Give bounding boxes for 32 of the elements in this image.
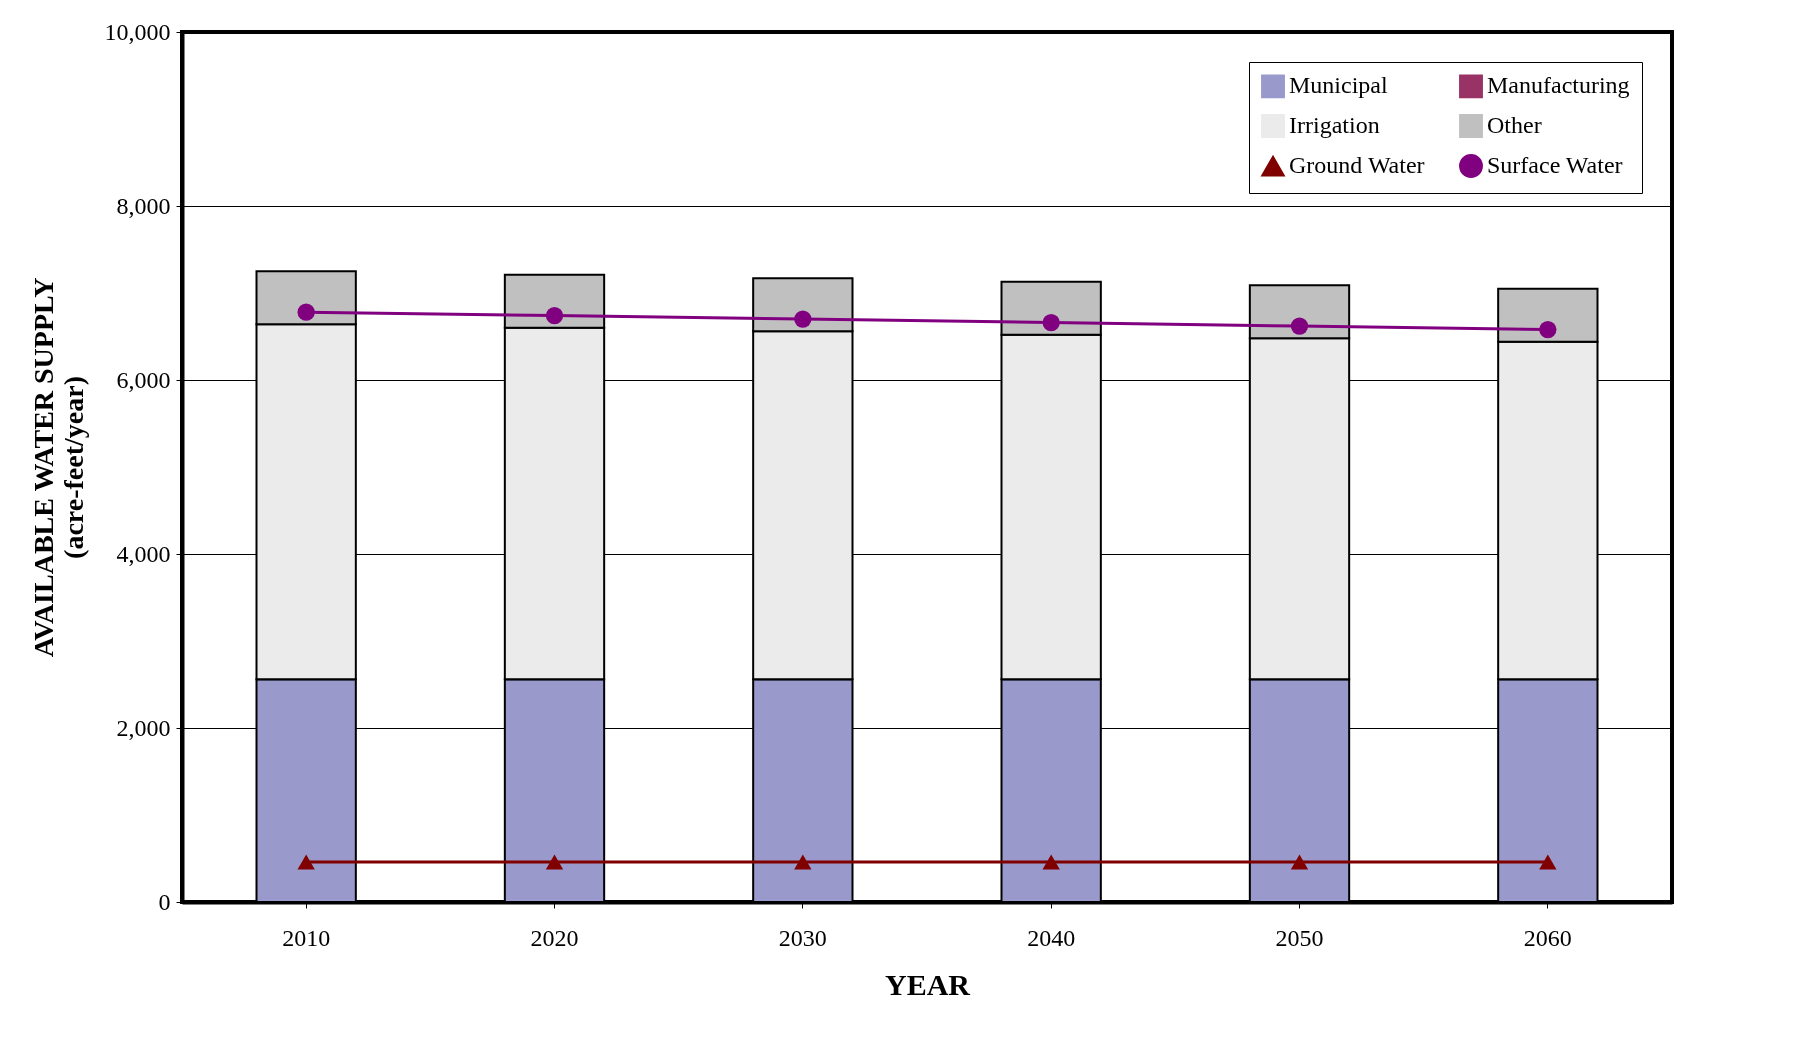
y-tick-label: 0 — [158, 888, 171, 915]
point — [1539, 854, 1557, 870]
y-tick-label: 4,000 — [116, 540, 171, 567]
legend-label: Other — [1487, 112, 1542, 138]
x-axis-title: YEAR — [884, 967, 971, 1001]
point — [545, 854, 564, 870]
y-axis-title: AVAILABLE WATER SUPPLY (acre-feet/year) — [27, 277, 89, 658]
x-tick-label: 2020 — [530, 924, 579, 951]
point — [297, 854, 315, 870]
legend-label: Irrigation — [1289, 112, 1380, 138]
legend-label: Surface Water — [1487, 152, 1623, 178]
point — [1290, 854, 1309, 870]
y-tick-label: 10,000 — [104, 18, 171, 45]
y-tick-label: 2,000 — [116, 714, 171, 741]
point — [794, 854, 812, 870]
point — [794, 310, 812, 328]
y-tick-label: 8,000 — [116, 192, 171, 219]
x-tick-label: 2060 — [1523, 924, 1572, 951]
legend-label: Manufacturing — [1487, 72, 1630, 99]
point — [1042, 854, 1060, 870]
x-tick-label: 2030 — [778, 924, 827, 951]
point — [1042, 313, 1060, 332]
legend-label: Municipal — [1289, 72, 1388, 99]
point — [1539, 320, 1557, 339]
x-tick-label: 2040 — [1027, 924, 1076, 951]
point — [545, 306, 564, 325]
y-tick-label: 6,000 — [116, 366, 171, 393]
point — [1290, 317, 1309, 335]
x-tick-label: 2050 — [1275, 924, 1324, 951]
legend-label: Ground Water — [1289, 152, 1425, 178]
point — [297, 303, 315, 321]
x-tick-label: 2010 — [282, 924, 331, 951]
